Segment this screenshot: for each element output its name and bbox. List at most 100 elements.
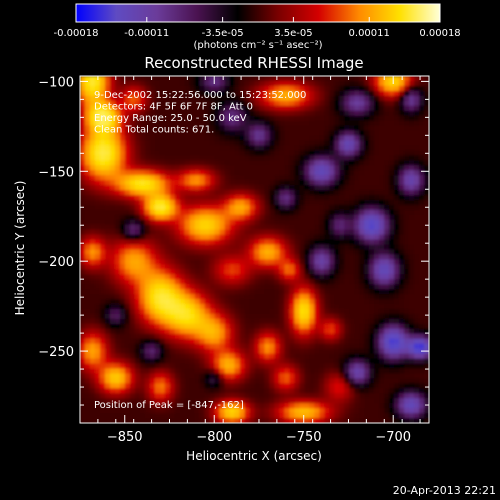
heatmap-cell xyxy=(274,204,281,211)
heatmap-cell xyxy=(404,145,410,151)
heatmap-cell xyxy=(264,274,271,280)
heatmap-cell xyxy=(409,219,415,226)
heatmap-cell xyxy=(284,239,290,246)
heatmap-cell xyxy=(124,115,131,122)
heatmap-cell xyxy=(224,209,231,216)
heatmap-cell xyxy=(259,378,266,384)
heatmap-cell xyxy=(214,194,221,201)
heatmap-cell xyxy=(329,140,335,146)
heatmap-cell xyxy=(414,115,420,122)
heatmap-cell xyxy=(309,180,315,186)
heatmap-cell xyxy=(84,363,91,370)
heatmap-cell xyxy=(389,120,395,127)
heatmap-cell xyxy=(354,239,360,246)
heatmap-cell xyxy=(359,413,365,419)
heatmap-cell xyxy=(224,254,231,261)
heatmap-cell xyxy=(199,76,206,82)
heatmap-cell xyxy=(274,388,281,394)
heatmap-cell xyxy=(339,249,345,256)
heatmap-cell xyxy=(394,120,400,127)
heatmap-cell xyxy=(229,204,236,211)
heatmap-cell xyxy=(154,199,161,206)
heatmap-cell xyxy=(174,289,181,295)
heatmap-cell xyxy=(414,170,420,176)
heatmap-cell xyxy=(229,408,236,414)
heatmap-cell xyxy=(189,155,196,161)
heatmap-cell xyxy=(149,318,156,325)
heatmap-cell xyxy=(104,393,111,399)
heatmap-cell xyxy=(134,150,141,156)
heatmap-cell xyxy=(279,403,286,409)
heatmap-cell xyxy=(149,85,156,92)
heatmap-cell xyxy=(179,90,186,97)
heatmap-cell xyxy=(119,289,126,295)
heatmap-cell xyxy=(294,264,300,270)
heatmap-cell xyxy=(339,190,345,196)
heatmap-cell xyxy=(80,304,86,310)
heatmap-cell xyxy=(199,209,206,216)
heatmap-cell xyxy=(139,185,146,191)
heatmap-cell xyxy=(154,180,161,186)
heatmap-cell xyxy=(274,214,281,221)
heatmap-cell xyxy=(109,343,116,350)
heatmap-cell xyxy=(269,353,276,360)
heatmap-cell xyxy=(354,219,360,226)
heatmap-cell xyxy=(314,229,320,236)
heatmap-cell xyxy=(359,105,365,112)
heatmap-cell xyxy=(264,299,271,305)
heatmap-cell xyxy=(239,135,246,142)
heatmap-cell xyxy=(259,150,266,156)
heatmap-cell xyxy=(294,338,300,345)
heatmap-cell xyxy=(254,120,261,127)
heatmap-cell xyxy=(424,125,429,132)
heatmap-cell xyxy=(179,398,186,404)
heatmap-cell xyxy=(369,284,375,290)
heatmap-cell xyxy=(144,274,151,280)
heatmap-cell xyxy=(319,95,325,102)
heatmap-cell xyxy=(159,85,166,92)
heatmap-cell xyxy=(269,333,276,340)
heatmap-cell xyxy=(424,180,429,186)
heatmap-cell xyxy=(394,403,400,409)
heatmap-cell xyxy=(284,353,290,360)
heatmap-cell xyxy=(134,214,141,221)
heatmap-cell xyxy=(149,418,156,423)
heatmap-cell xyxy=(144,239,151,246)
heatmap-cell xyxy=(304,398,310,404)
heatmap-cell xyxy=(109,264,116,270)
heatmap-cell xyxy=(94,269,101,275)
heatmap-cell xyxy=(80,76,86,82)
heatmap-cell xyxy=(424,254,429,261)
heatmap-cell xyxy=(319,239,325,246)
heatmap-cell xyxy=(104,383,111,389)
heatmap-cell xyxy=(119,224,126,231)
heatmap-cell xyxy=(279,418,286,423)
heatmap-cell xyxy=(199,274,206,280)
heatmap-cell xyxy=(119,85,126,92)
heatmap-cell xyxy=(419,234,425,241)
heatmap-cell xyxy=(104,358,111,365)
heatmap-cell xyxy=(304,368,310,375)
heatmap-cell xyxy=(359,299,365,305)
colorbar-tick-label: 0.00011 xyxy=(349,28,390,39)
heatmap-cell xyxy=(249,418,256,423)
heatmap-cell xyxy=(269,269,276,275)
heatmap-cell xyxy=(289,180,295,186)
heatmap-cell xyxy=(229,323,236,330)
heatmap-cell xyxy=(344,180,350,186)
heatmap-cell xyxy=(404,100,410,107)
heatmap-cell xyxy=(219,308,226,315)
heatmap-cell xyxy=(124,95,131,102)
heatmap-cell xyxy=(299,140,305,146)
heatmap-cell xyxy=(209,90,216,97)
heatmap-cell xyxy=(154,239,161,246)
heatmap-cell xyxy=(149,125,156,132)
heatmap-cell xyxy=(89,408,96,414)
heatmap-cell xyxy=(114,95,121,102)
heatmap-cell xyxy=(259,363,266,370)
heatmap-cell xyxy=(279,194,286,201)
heatmap-cell xyxy=(384,85,390,92)
heatmap-cell xyxy=(184,199,191,206)
heatmap-cell xyxy=(329,383,335,389)
heatmap-cell xyxy=(214,175,221,181)
